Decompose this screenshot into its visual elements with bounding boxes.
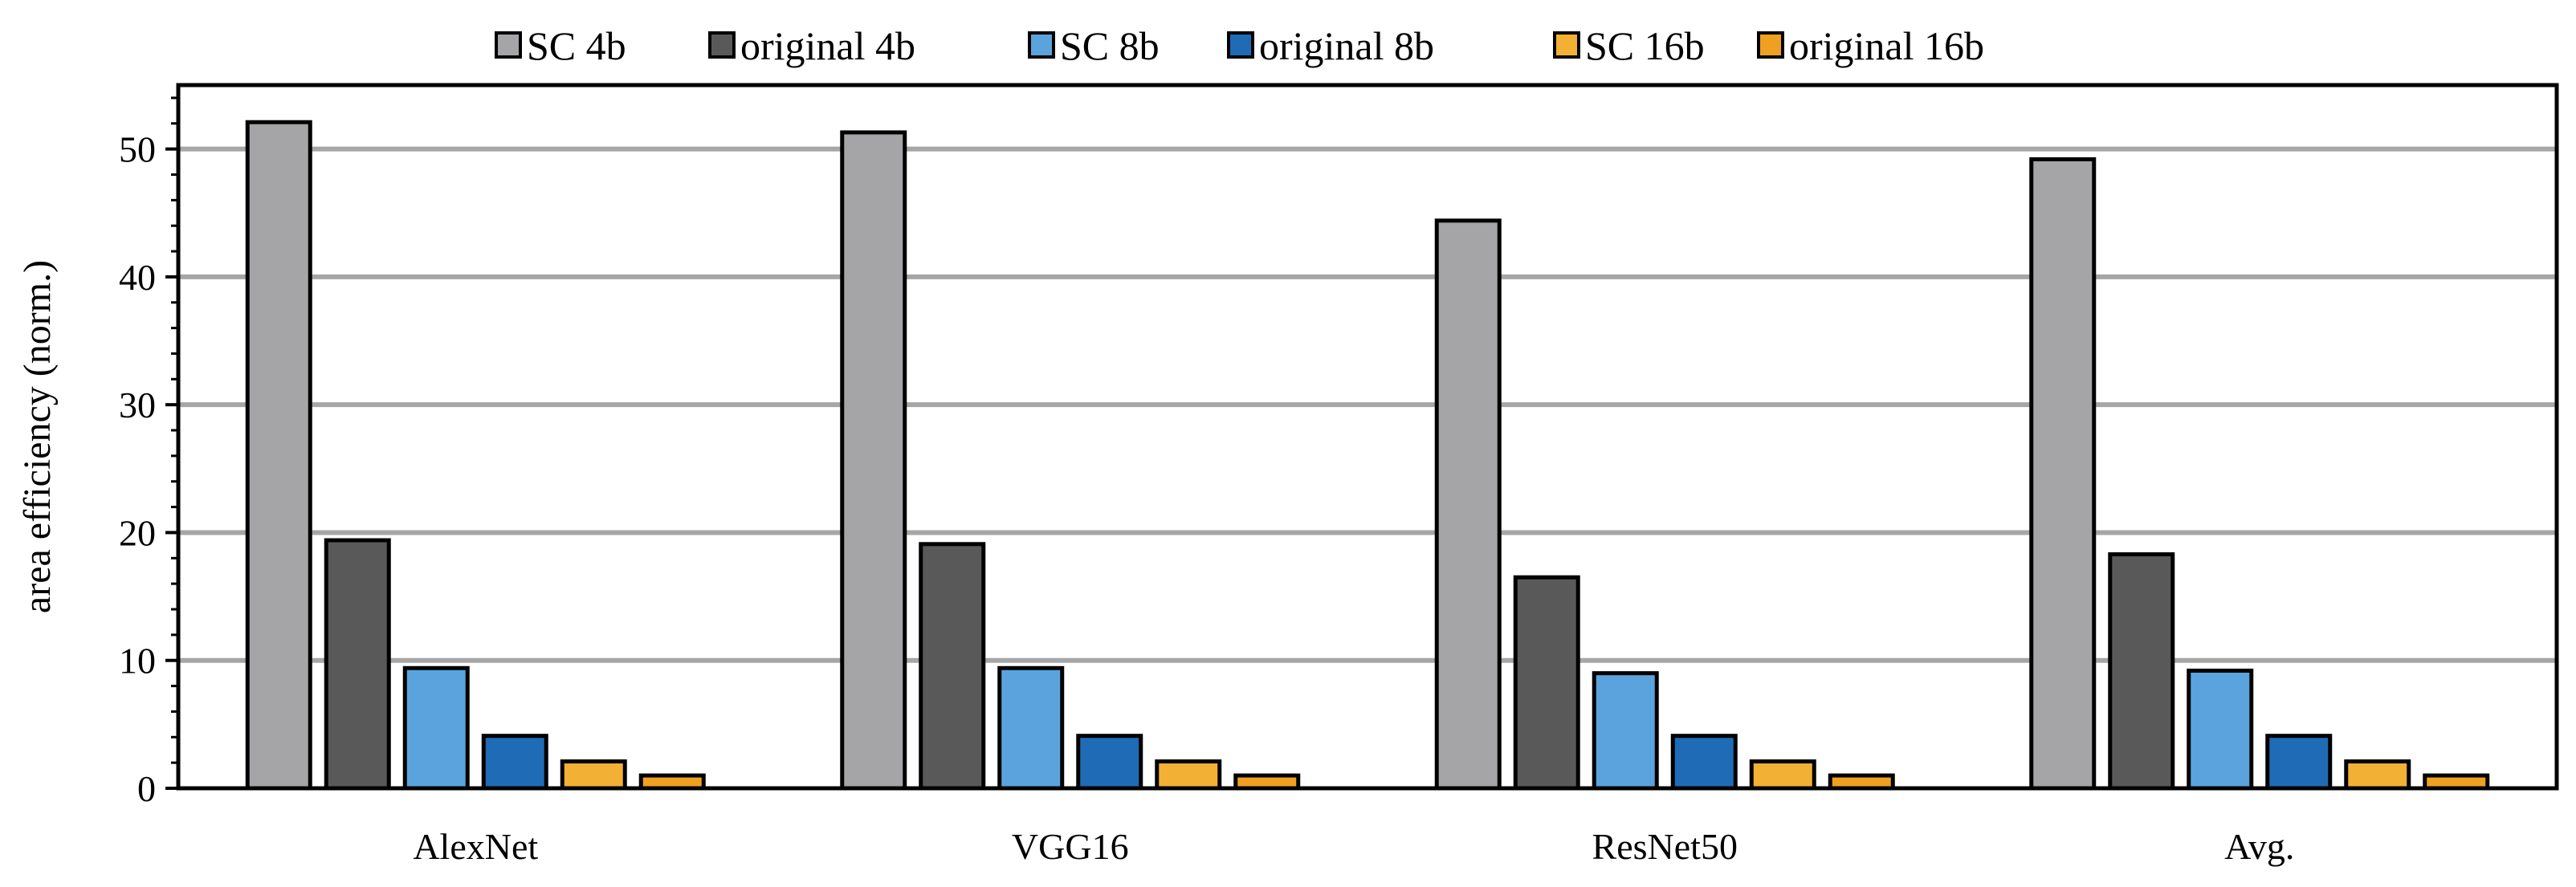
y-tick-label: 10 (119, 641, 156, 682)
bar-sc-4b-alexnet (245, 120, 312, 791)
y-tick-label: 30 (119, 385, 156, 425)
bar-sc-8b-alexnet (402, 665, 470, 791)
legend-swatch (1553, 31, 1580, 59)
bar-original-8b-resnet50 (1670, 734, 1738, 791)
bar-sc-4b-vgg16 (840, 130, 907, 791)
y-tick-label: 20 (119, 512, 156, 553)
y-axis-ticks: 0 10 20 30 40 50 (119, 96, 178, 809)
legend-swatch (1757, 31, 1784, 59)
y-tick-label: 50 (119, 129, 156, 170)
gridlines (178, 146, 2557, 663)
bar-original-8b-vgg16 (1076, 734, 1143, 791)
bar-sc-8b-avg (2187, 668, 2254, 791)
x-category-label: Avg. (2224, 826, 2294, 867)
bars (245, 120, 2490, 791)
legend-swatch (1028, 31, 1055, 59)
legend-label: original 16b (1789, 23, 1984, 68)
x-category-label: AlexNet (413, 826, 538, 867)
legend-label: SC 16b (1585, 23, 1705, 68)
y-tick-label: 40 (119, 257, 156, 298)
x-axis-labels: AlexNet VGG16 ResNet50 Avg. (413, 826, 2294, 867)
bar-sc-16b-resnet50 (1749, 759, 1816, 791)
bar-sc-16b-vgg16 (1155, 759, 1222, 791)
x-category-label: ResNet50 (1592, 826, 1738, 867)
y-tick-label: 0 (137, 768, 156, 809)
legend-label: original 8b (1259, 23, 1434, 68)
legend-swatch (1227, 31, 1254, 59)
bar-sc-4b-resnet50 (1434, 218, 1502, 791)
bar-original-4b-alexnet (324, 538, 391, 791)
bar-original-4b-resnet50 (1513, 575, 1580, 791)
y-axis-title: area efficiency (norm.) (16, 260, 59, 613)
legend-swatch (495, 31, 522, 59)
bar-original-8b-avg (2265, 734, 2333, 791)
bar-sc-8b-vgg16 (997, 665, 1065, 791)
bar-original-8b-alexnet (481, 734, 548, 791)
legend-swatch (708, 31, 736, 59)
legend-label: original 4b (740, 23, 915, 68)
legend-label: SC 8b (1060, 23, 1160, 68)
bar-sc-8b-resnet50 (1592, 671, 1659, 791)
axes (176, 83, 2559, 791)
bar-sc-4b-avg (2029, 157, 2097, 791)
plot-frame (176, 83, 2559, 791)
bar-original-4b-avg (2108, 552, 2175, 791)
legend-label: SC 4b (527, 23, 626, 68)
bar-sc-16b-alexnet (560, 759, 627, 791)
bar-original-4b-vgg16 (919, 542, 986, 791)
x-category-label: VGG16 (1012, 826, 1129, 867)
legend: SC 4b original 4b SC 8b original 8b SC 16b or… (495, 23, 1984, 68)
bar-sc-16b-avg (2344, 759, 2411, 791)
